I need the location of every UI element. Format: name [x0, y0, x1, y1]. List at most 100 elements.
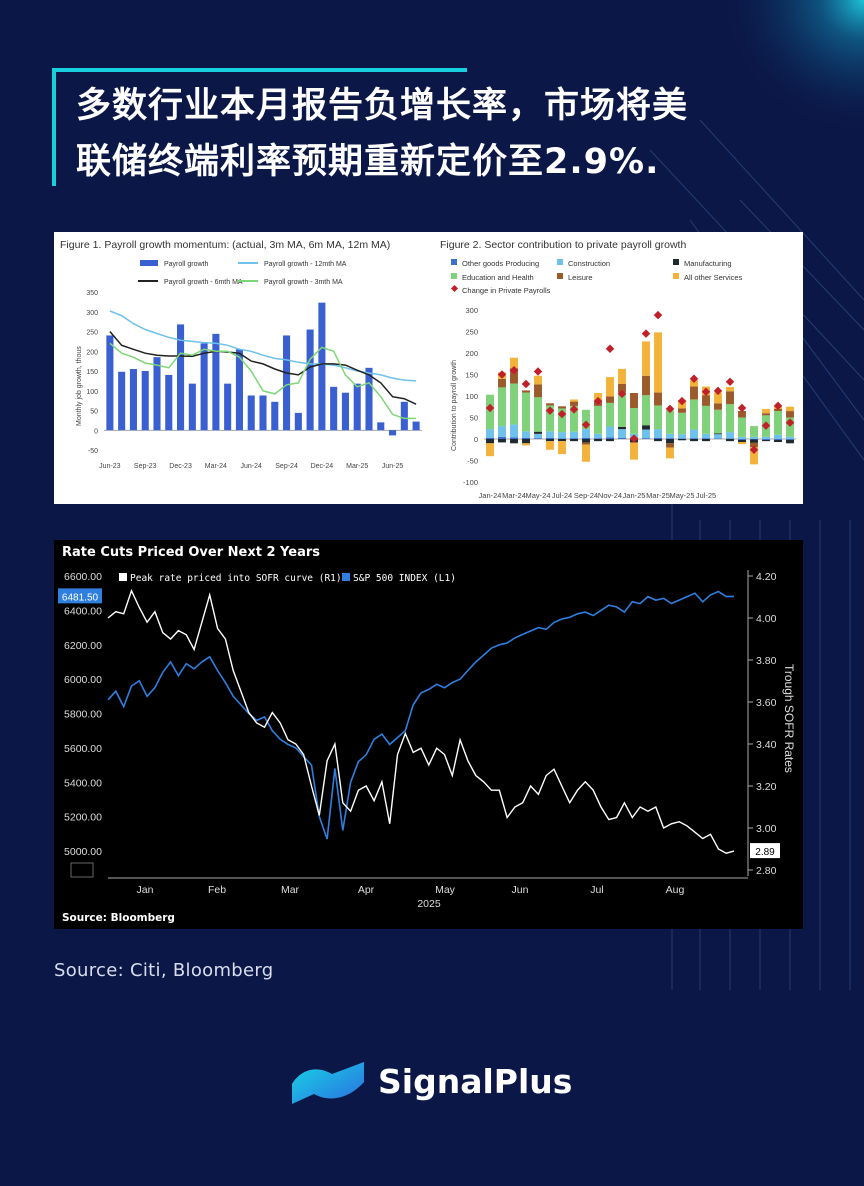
sector-bar-segment	[714, 409, 722, 434]
x-tick-label: Mar-25	[346, 463, 368, 470]
spx-line	[107, 590, 735, 840]
headline-text: 多数行业本月报告负增长率，市场将美 联储终端利率预期重新定价至2.9%.	[76, 78, 816, 190]
sector-bar-segment	[762, 439, 770, 440]
brand-name: SignalPlus	[378, 1062, 573, 1101]
sector-bar-segment	[786, 436, 794, 439]
sector-bar-segment	[690, 386, 698, 400]
sector-bar-segment	[606, 437, 614, 439]
sector-bar-segment	[762, 413, 770, 416]
sector-bar-segment	[666, 439, 674, 444]
sector-bar-segment	[594, 439, 602, 442]
legend-swatch-spx	[342, 573, 350, 581]
headline-accent-line	[52, 68, 56, 186]
sector-bar-segment	[786, 439, 794, 440]
sofr-line	[107, 588, 735, 854]
sector-bar-segment	[774, 439, 782, 443]
sector-bar-segment	[642, 395, 650, 426]
change-marker	[749, 445, 759, 454]
series-line-ma12	[109, 310, 417, 382]
right-tick-label: 4.00	[756, 613, 777, 625]
headline-line-2: 联储终端利率预期重新定价至2.9%.	[76, 142, 660, 182]
sector-bar-segment	[738, 439, 746, 443]
payroll-bar	[365, 367, 373, 431]
change-marker	[653, 310, 663, 320]
sector-bar-segment	[774, 439, 782, 440]
sector-bar-segment	[606, 377, 614, 397]
sector-bar-segment	[606, 402, 614, 427]
sector-bar-segment	[570, 439, 578, 442]
sector-bar-segment	[762, 436, 770, 439]
sector-bar-segment	[726, 439, 734, 442]
sector-bar-segment	[510, 437, 518, 439]
y-tick-label: 0	[474, 435, 478, 444]
sector-bar-segment	[654, 439, 662, 442]
sector-bar-segment	[678, 412, 686, 435]
sector-bar-segment	[690, 380, 698, 387]
sector-bar-segment	[654, 437, 662, 439]
legend-swatch-1	[557, 259, 563, 265]
change-marker	[593, 396, 603, 406]
sector-bar-segment	[654, 405, 662, 430]
sector-bar-segment	[534, 384, 542, 398]
sector-bar-segment	[642, 425, 650, 430]
sector-bar-segment	[666, 438, 674, 439]
x-tick-label: Dec-23	[169, 463, 192, 470]
sector-bar-segment	[786, 406, 794, 412]
legend-swatch-sofr	[119, 573, 127, 581]
sector-bar-segment	[714, 434, 722, 439]
sector-bar-segment	[606, 439, 614, 442]
sector-bar-segment	[738, 436, 746, 439]
right-tick-label: 3.00	[756, 823, 777, 835]
headline-line-1: 多数行业本月报告负增长率，市场将美	[76, 86, 689, 126]
x-tick-label: Apr	[358, 884, 375, 896]
x-tick-label: Mar-24	[502, 491, 526, 500]
sector-bar-segment	[534, 438, 542, 439]
sector-bar-segment	[594, 405, 602, 434]
x-tick-label: Sep-24	[275, 463, 298, 470]
sector-bar-segment	[666, 443, 674, 448]
sector-bar-segment	[558, 408, 566, 433]
legend-label-1: Payroll growth - 12mth MA	[264, 261, 347, 268]
sector-bar-segment	[702, 395, 710, 406]
sector-bar-segment	[678, 434, 686, 439]
sector-bar-segment	[510, 424, 518, 438]
y-tick-label: 0	[94, 428, 98, 435]
sector-bar-segment	[498, 436, 506, 439]
change-marker	[725, 377, 735, 387]
sector-bar-segment	[666, 410, 674, 434]
payroll-figures-panel: Figure 1. Payroll growth momentum: (actu…	[54, 232, 803, 504]
change-marker	[545, 406, 555, 415]
sector-bar-segment	[522, 392, 530, 432]
payroll-bar	[389, 430, 397, 436]
change-marker	[713, 386, 723, 396]
payroll-bar	[283, 335, 291, 431]
right-tick-label: 3.40	[756, 739, 777, 751]
left-tick-label: 5600.00	[64, 743, 102, 755]
y-tick-label: -50	[467, 457, 478, 466]
legend-label-spx: S&P 500 INDEX (L1)	[353, 573, 456, 584]
left-tick-label: 6400.00	[64, 605, 102, 617]
legend-label-sofr: Peak rate priced into SOFR curve (R1)	[130, 573, 342, 584]
sector-bar-segment	[510, 357, 518, 369]
sector-bar-segment	[630, 392, 638, 409]
x-tick-label: Jun	[512, 884, 529, 896]
sector-bar-segment	[690, 439, 698, 442]
payroll-bar	[153, 357, 161, 431]
payroll-bar	[235, 349, 243, 431]
sector-bar-segment	[702, 433, 710, 439]
change-marker	[629, 434, 639, 443]
left-tick-label: 5800.00	[64, 709, 102, 721]
payroll-bar	[224, 383, 232, 431]
right-tick-label: 3.60	[756, 697, 777, 709]
last-value-label-right: 2.89	[755, 847, 775, 858]
x-tick-label: Jul-24	[552, 491, 572, 500]
sector-bar-segment	[714, 403, 722, 410]
change-marker	[521, 379, 531, 389]
left-tick-label: 6000.00	[64, 674, 102, 686]
y-tick-label: -100	[463, 478, 478, 487]
payroll-bar	[212, 333, 220, 431]
sector-bar-segment	[582, 442, 590, 445]
sector-bar-segment	[690, 438, 698, 439]
sector-bar-segment	[630, 408, 638, 434]
figure1-title: Figure 1. Payroll growth momentum: (actu…	[60, 239, 390, 251]
